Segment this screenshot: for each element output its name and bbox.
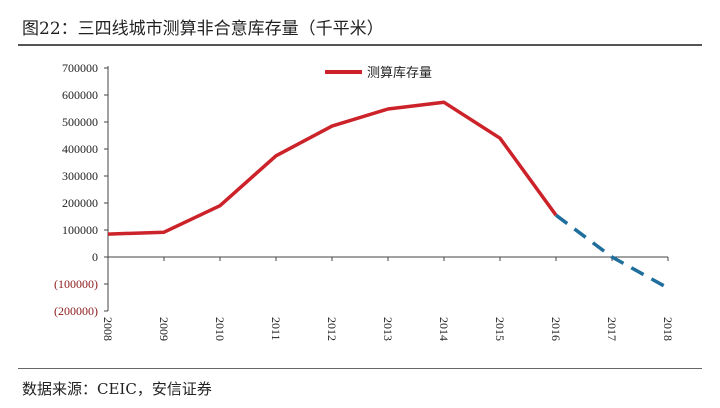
x-tick-label: 2016 xyxy=(549,317,563,341)
x-tick-label: 2014 xyxy=(437,317,451,341)
legend-label: 测算库存量 xyxy=(367,65,432,81)
x-tick-label: 2011 xyxy=(269,317,283,341)
y-tick-label: 500000 xyxy=(62,115,98,129)
x-tick-label: 2010 xyxy=(213,317,227,341)
legend: 测算库存量 xyxy=(325,65,432,81)
y-tick-label: 0 xyxy=(92,250,98,264)
y-tick-label: 700000 xyxy=(62,61,98,75)
source-note: 数据来源：CEIC，安信证券 xyxy=(22,380,212,398)
x-tick-label: 2008 xyxy=(101,317,115,341)
y-tick-label: 600000 xyxy=(62,88,98,102)
x-tick-label: 2018 xyxy=(661,317,675,341)
x-tick-label: 2013 xyxy=(381,317,395,341)
x-axis-ticks: 2008 2009 2010 2011 2012 2013 2014 2015 2016 2017… xyxy=(101,257,675,341)
title-rule xyxy=(18,44,702,46)
y-tick-label: 400000 xyxy=(62,142,98,156)
y-tick-label: 200000 xyxy=(62,196,98,210)
series-layer xyxy=(107,100,669,290)
y-tick-label: (100000) xyxy=(54,277,98,291)
x-tick-label: 2015 xyxy=(493,317,507,341)
y-tick-label: (200000) xyxy=(54,304,98,318)
axes xyxy=(107,66,668,311)
x-tick-label: 2017 xyxy=(605,317,619,341)
y-tick-label: 300000 xyxy=(62,169,98,183)
series-forecast-line xyxy=(554,213,669,290)
y-tick-label: 100000 xyxy=(62,223,98,237)
series-line-1 xyxy=(107,100,558,236)
x-tick-label: 2009 xyxy=(157,317,171,341)
figure-title: 图22：三四线城市测算非合意库存量（千平米） xyxy=(22,19,384,39)
y-axis-ticks: 700000 600000 500000 400000 300000 200000 1000… xyxy=(54,61,108,318)
x-tick-label: 2012 xyxy=(325,317,339,341)
source-rule xyxy=(18,368,702,369)
